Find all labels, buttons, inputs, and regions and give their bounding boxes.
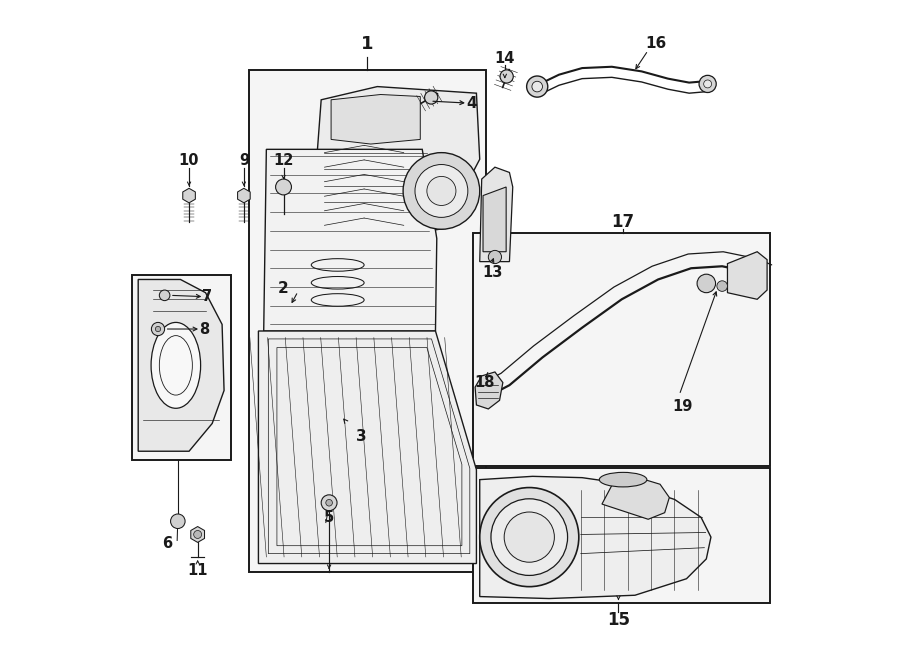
Text: 9: 9	[238, 153, 249, 168]
Text: 2: 2	[278, 281, 289, 295]
Circle shape	[704, 80, 712, 88]
Polygon shape	[264, 150, 436, 331]
Text: 6: 6	[162, 536, 172, 551]
Circle shape	[698, 274, 716, 293]
Circle shape	[151, 322, 165, 336]
Text: 16: 16	[645, 36, 667, 51]
Text: 5: 5	[324, 510, 334, 525]
Polygon shape	[602, 478, 670, 519]
Circle shape	[489, 250, 501, 263]
Ellipse shape	[599, 473, 647, 487]
Circle shape	[275, 179, 292, 195]
Polygon shape	[480, 477, 711, 598]
Circle shape	[500, 70, 513, 83]
Circle shape	[504, 512, 554, 562]
Polygon shape	[483, 187, 506, 252]
Text: 1: 1	[361, 34, 374, 53]
Text: 17: 17	[611, 213, 634, 231]
Polygon shape	[183, 188, 195, 203]
Polygon shape	[480, 167, 513, 261]
Bar	[473, 469, 770, 603]
Circle shape	[425, 91, 437, 104]
Circle shape	[171, 514, 185, 528]
Circle shape	[717, 281, 727, 291]
Text: 11: 11	[187, 563, 208, 578]
Polygon shape	[311, 87, 480, 240]
Circle shape	[491, 498, 568, 575]
Circle shape	[415, 165, 468, 217]
Polygon shape	[727, 252, 767, 299]
Circle shape	[532, 81, 543, 92]
Circle shape	[403, 153, 480, 229]
Circle shape	[526, 76, 548, 97]
Bar	[473, 233, 770, 467]
Polygon shape	[475, 372, 503, 409]
Ellipse shape	[151, 322, 201, 408]
Circle shape	[326, 499, 332, 506]
Circle shape	[427, 176, 456, 205]
Polygon shape	[258, 331, 476, 563]
Text: 15: 15	[607, 611, 630, 630]
Circle shape	[156, 326, 161, 332]
Text: 8: 8	[199, 322, 210, 336]
Circle shape	[480, 488, 579, 587]
Text: 10: 10	[179, 153, 199, 168]
Text: 19: 19	[672, 399, 693, 414]
Bar	[248, 70, 486, 572]
Polygon shape	[331, 95, 420, 144]
Bar	[131, 275, 230, 460]
Text: 18: 18	[475, 375, 495, 390]
Text: 4: 4	[466, 95, 476, 111]
Circle shape	[321, 495, 337, 510]
Text: 12: 12	[274, 153, 293, 168]
Circle shape	[194, 530, 202, 538]
Polygon shape	[139, 279, 224, 451]
Text: 7: 7	[202, 289, 212, 304]
Text: 13: 13	[482, 265, 503, 281]
Text: 14: 14	[495, 52, 515, 66]
Polygon shape	[238, 188, 250, 203]
Polygon shape	[191, 526, 204, 542]
Circle shape	[699, 75, 716, 93]
Circle shape	[159, 290, 170, 301]
Text: 3: 3	[356, 429, 366, 444]
